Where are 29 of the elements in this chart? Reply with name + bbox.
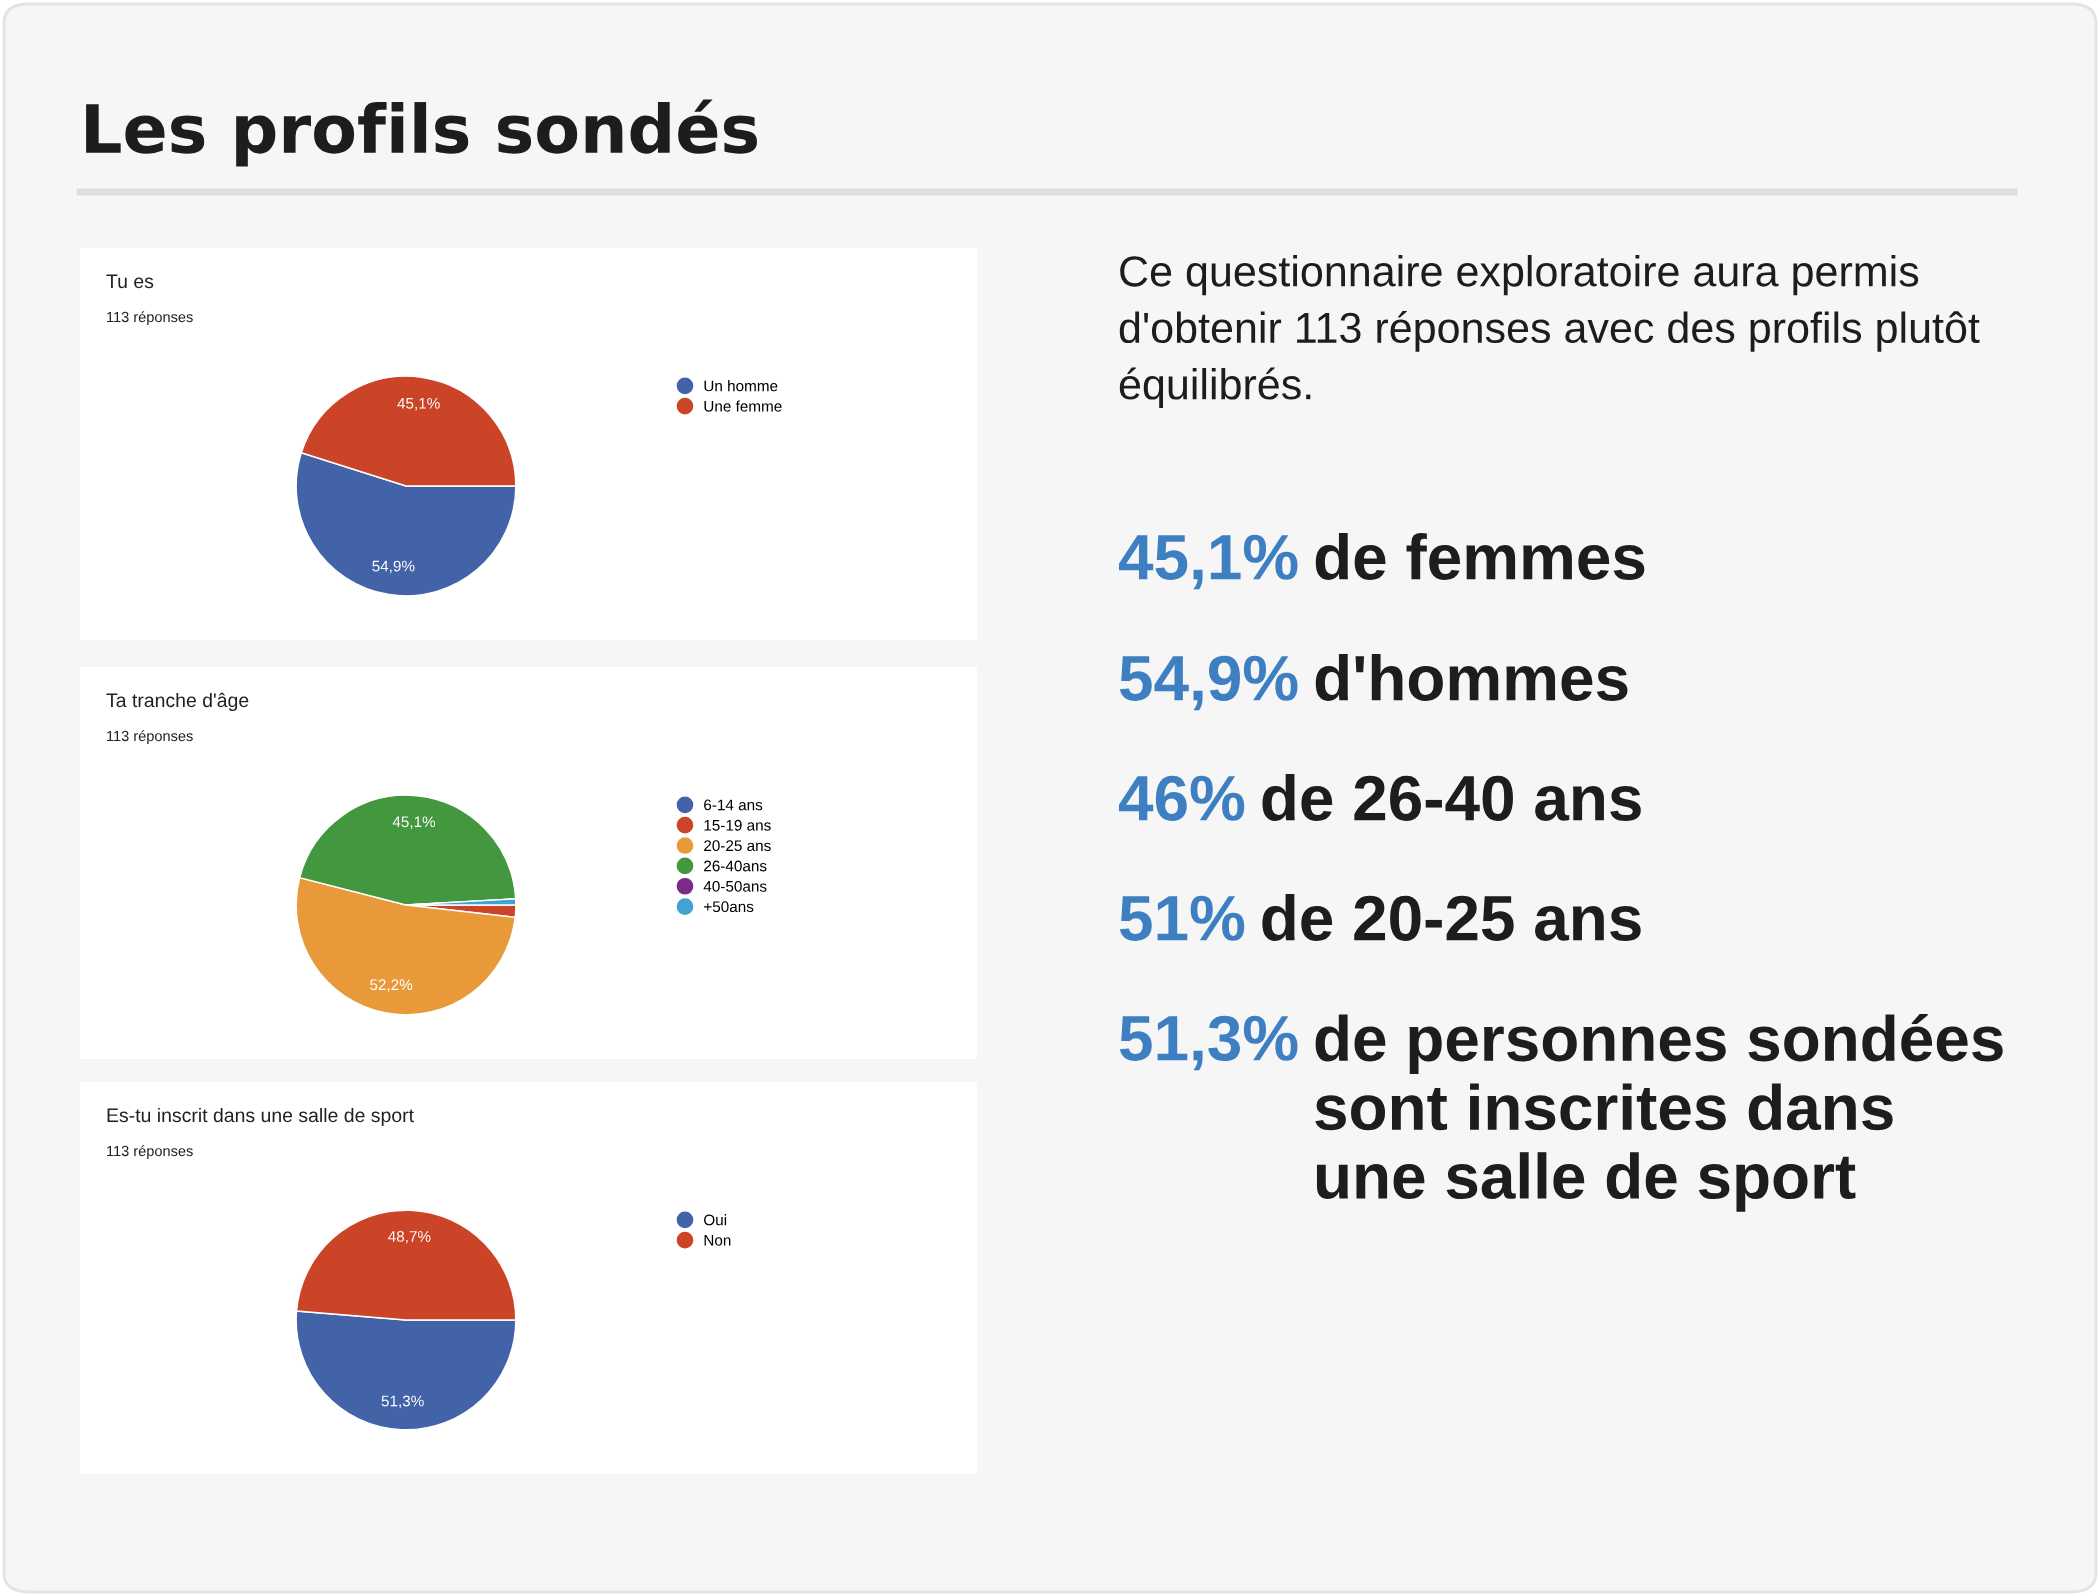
legend-label: Un homme: [704, 380, 778, 392]
data-label: 52,2%: [370, 979, 413, 992]
text: 51,3% de personnes sondées sont inscrites dans une salle de sport: [1119, 1014, 2003, 1212]
text: 45,1% de femmes: [1118, 533, 1645, 590]
legend-label: 6-14 ans: [704, 799, 763, 811]
text: 113 réponses: [107, 1145, 193, 1160]
legend-label: Une femme: [704, 400, 782, 412]
legend-label: 15-19 ans: [704, 819, 771, 831]
chart-title: Es-tu inscrit dans une salle de sport: [107, 1107, 414, 1127]
legend-label: +50ans: [704, 901, 754, 913]
data-label: 45,1%: [397, 397, 440, 411]
legend-label: 40-50ans: [703, 880, 767, 892]
text: Tu es: [106, 274, 154, 289]
text: 113 réponses: [107, 730, 193, 745]
text: 54,9% d'hommes: [1119, 654, 1628, 711]
text: 51% de 20-25 ans: [1119, 894, 1641, 941]
legend-label: 20-25 ans: [704, 840, 771, 852]
legend-label: Non: [704, 1235, 731, 1246]
chart-title: Ta tranche d'âge: [106, 692, 249, 712]
legend-label: Oui: [704, 1214, 727, 1226]
text: Ce questionnaire exploratoire aura permis d'obtenir 113 réponses avec des profils plutôt équilibrés.: [1119, 255, 1980, 409]
legend-label: 26-40ans: [704, 860, 767, 872]
data-label: 51,3%: [381, 1395, 424, 1409]
text: Les profils sondés: [86, 99, 757, 167]
data-label: 48,7%: [388, 1231, 431, 1244]
data-label: 45,1%: [392, 816, 436, 829]
text: 46% de 26-40 ans: [1118, 774, 1641, 821]
text: 113 réponses: [107, 311, 193, 326]
data-label: 54,9%: [372, 560, 415, 574]
